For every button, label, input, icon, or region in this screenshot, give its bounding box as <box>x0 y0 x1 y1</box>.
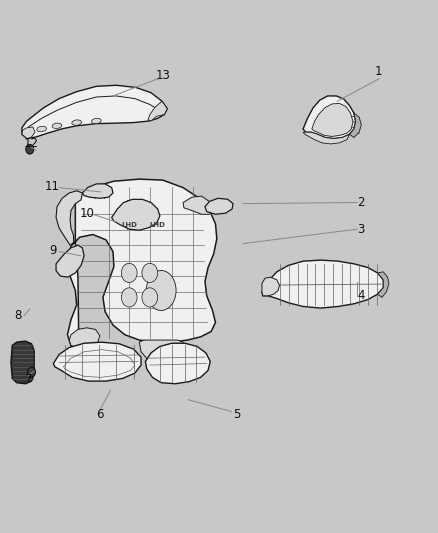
Text: LHD: LHD <box>150 222 166 228</box>
Polygon shape <box>148 101 167 121</box>
Ellipse shape <box>92 118 101 124</box>
Text: 3: 3 <box>358 223 365 236</box>
Polygon shape <box>145 343 210 384</box>
Polygon shape <box>56 245 84 277</box>
Polygon shape <box>312 103 353 136</box>
Polygon shape <box>350 113 361 138</box>
Text: LHD: LHD <box>121 222 137 228</box>
Text: 13: 13 <box>155 69 170 82</box>
Ellipse shape <box>37 126 46 132</box>
Polygon shape <box>303 96 356 139</box>
Circle shape <box>26 144 34 154</box>
Text: 6: 6 <box>96 408 104 421</box>
Polygon shape <box>378 272 389 297</box>
Polygon shape <box>139 340 183 364</box>
Polygon shape <box>22 85 167 139</box>
Polygon shape <box>53 342 141 381</box>
Circle shape <box>121 263 137 282</box>
Polygon shape <box>22 127 35 139</box>
Text: 2: 2 <box>357 196 365 209</box>
Polygon shape <box>69 328 100 349</box>
Text: 1: 1 <box>375 66 383 78</box>
Text: 10: 10 <box>80 207 95 220</box>
Text: 9: 9 <box>49 244 57 257</box>
Polygon shape <box>303 132 350 144</box>
Circle shape <box>28 367 35 377</box>
Circle shape <box>142 263 158 282</box>
Ellipse shape <box>146 271 176 310</box>
Ellipse shape <box>72 120 81 125</box>
Polygon shape <box>205 198 233 214</box>
Polygon shape <box>183 196 214 214</box>
Text: 8: 8 <box>15 309 22 322</box>
Text: 4: 4 <box>357 289 365 302</box>
Polygon shape <box>67 179 217 349</box>
Polygon shape <box>262 277 279 296</box>
Text: 12: 12 <box>24 138 39 150</box>
Polygon shape <box>262 260 383 308</box>
Circle shape <box>121 288 137 307</box>
Text: 11: 11 <box>45 180 60 193</box>
Polygon shape <box>56 191 82 245</box>
Text: 5: 5 <box>233 408 240 421</box>
Polygon shape <box>112 199 160 230</box>
Polygon shape <box>11 341 34 384</box>
Ellipse shape <box>52 123 62 128</box>
Circle shape <box>142 288 158 307</box>
Text: 7: 7 <box>25 373 32 386</box>
Polygon shape <box>82 184 113 198</box>
